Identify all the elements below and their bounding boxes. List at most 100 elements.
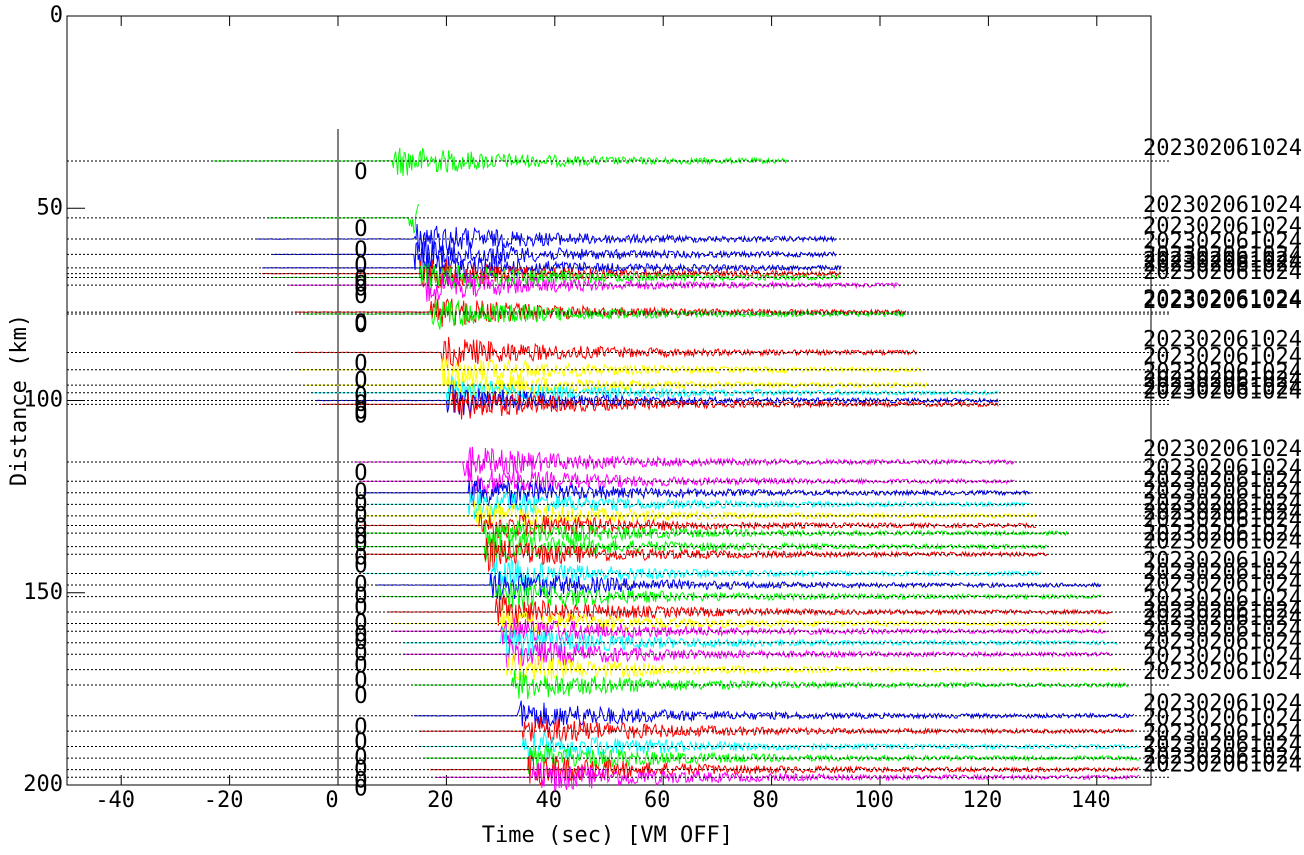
waveform xyxy=(272,240,837,271)
x-tick-label: 60 xyxy=(644,788,671,813)
pick-label: O xyxy=(354,253,367,278)
trace-label: 202302061024 xyxy=(1143,229,1302,254)
x-axis-label: Time (sec) xyxy=(482,823,614,848)
pick-label: O xyxy=(354,276,367,301)
x-tick-label: 100 xyxy=(854,788,894,813)
waveform xyxy=(413,700,1135,730)
trace-label: 202302061024 xyxy=(1143,691,1302,716)
trace-label: 202302061024 xyxy=(1143,437,1302,462)
trace-label: 202302061024 xyxy=(1143,193,1302,218)
trace-label: 202302061024 xyxy=(1143,722,1302,747)
x-tick-label: 80 xyxy=(752,788,779,813)
x-tick-label: 140 xyxy=(1071,788,1111,813)
trace-label: 202302061024 xyxy=(1143,752,1302,777)
trace-label: 202302061024 xyxy=(1143,508,1302,533)
trace-label: 202302061024 xyxy=(1143,522,1302,547)
pick-label: O xyxy=(354,217,367,242)
trace-label: 202302061024 xyxy=(1143,468,1302,493)
trace-label: 202302061024 xyxy=(1143,587,1302,612)
pick-label: O xyxy=(354,553,367,578)
waveform xyxy=(305,368,929,399)
x-axis-note: [VM OFF] xyxy=(627,823,733,848)
y-tick-label: 100 xyxy=(23,388,63,413)
waveform xyxy=(370,489,1031,520)
pick-label: O xyxy=(354,313,367,338)
trace-label: 202302061024 xyxy=(1143,529,1302,554)
waveform xyxy=(267,204,420,234)
waveform xyxy=(354,446,1015,477)
x-tick-label: 40 xyxy=(536,788,563,813)
x-tick-label: 120 xyxy=(963,788,1003,813)
waveform xyxy=(430,755,1140,787)
pick-label: O xyxy=(354,400,367,425)
trace-label: 202302061024 xyxy=(1143,252,1302,277)
waveform xyxy=(294,336,918,369)
trace-label: 202302061024 xyxy=(1143,645,1302,670)
pick-label: O xyxy=(354,311,367,336)
x-tick-label: 20 xyxy=(427,788,454,813)
trace-label: 202302061024 xyxy=(1143,549,1302,574)
x-tick-label: 0 xyxy=(325,788,338,813)
trace-label: 202302061024 xyxy=(1143,136,1302,161)
pick-label: O xyxy=(354,284,367,309)
trace-label: 202302061024 xyxy=(1143,629,1302,654)
y-tick-label: 200 xyxy=(23,772,63,797)
waveform xyxy=(403,639,1113,668)
pick-label: O xyxy=(354,669,367,694)
waveform xyxy=(381,581,1102,611)
trace-label: 202302061024 xyxy=(1143,260,1302,285)
x-tick-label: -40 xyxy=(95,788,135,813)
waveform xyxy=(305,299,907,330)
waveform xyxy=(392,609,1108,639)
trace-label: 202302061024 xyxy=(1143,456,1302,481)
trace-label: 202302061024 xyxy=(1143,706,1302,731)
trace-label: 202302061024 xyxy=(1143,327,1302,352)
pick-label: O xyxy=(354,684,367,709)
y-axis-label: Distance (km) xyxy=(7,314,32,486)
y-tick-label: 50 xyxy=(37,195,64,220)
y-tick-label: 150 xyxy=(23,580,63,605)
trace-label: 202302061024 xyxy=(1143,606,1302,631)
waveform xyxy=(299,355,923,388)
trace-label: 202302061024 xyxy=(1143,214,1302,239)
trace-label: 202302061024 xyxy=(1143,289,1302,314)
y-tick-label: 0 xyxy=(50,3,63,28)
trace-label: 202302061024 xyxy=(1143,379,1302,404)
trace-label: 202302061024 xyxy=(1143,479,1302,504)
pick-label: O xyxy=(354,369,367,394)
pick-label: O xyxy=(354,653,367,678)
pick-label: O xyxy=(354,532,367,557)
pick-label: O xyxy=(354,730,367,755)
trace-label: 202302061024 xyxy=(1143,376,1302,401)
traces xyxy=(213,147,1140,793)
waveform xyxy=(365,537,1048,573)
trace-label: 202302061024 xyxy=(1143,660,1302,685)
waveform xyxy=(261,251,842,281)
trace-label: 202302061024 xyxy=(1143,500,1302,525)
x-tick-label: -20 xyxy=(204,788,244,813)
waveform xyxy=(294,296,907,327)
waveform xyxy=(256,223,836,255)
waveform xyxy=(402,627,1118,658)
pick-label: O xyxy=(354,623,367,648)
pick-label: O xyxy=(354,769,367,794)
waveform xyxy=(413,669,1129,700)
waveform xyxy=(321,391,999,420)
pick-label: O xyxy=(354,461,367,486)
pick-label: O xyxy=(354,546,367,571)
pick-label: O xyxy=(354,524,367,549)
waveform xyxy=(365,500,1037,529)
pick-label: O xyxy=(354,160,367,185)
trace-label: 202302061024 xyxy=(1143,345,1302,370)
pick-label: O xyxy=(354,596,367,621)
waveform xyxy=(354,531,1048,563)
trace-label: 202302061024 xyxy=(1143,360,1302,385)
trace-label: 202302061024 xyxy=(1143,287,1302,312)
pick-label: O xyxy=(354,238,367,263)
trace-label: 202302061024 xyxy=(1143,618,1302,643)
trace-label: 202302061024 xyxy=(1143,243,1302,268)
pick-label: O xyxy=(354,403,367,428)
trace-label: 202302061024 xyxy=(1143,560,1302,585)
